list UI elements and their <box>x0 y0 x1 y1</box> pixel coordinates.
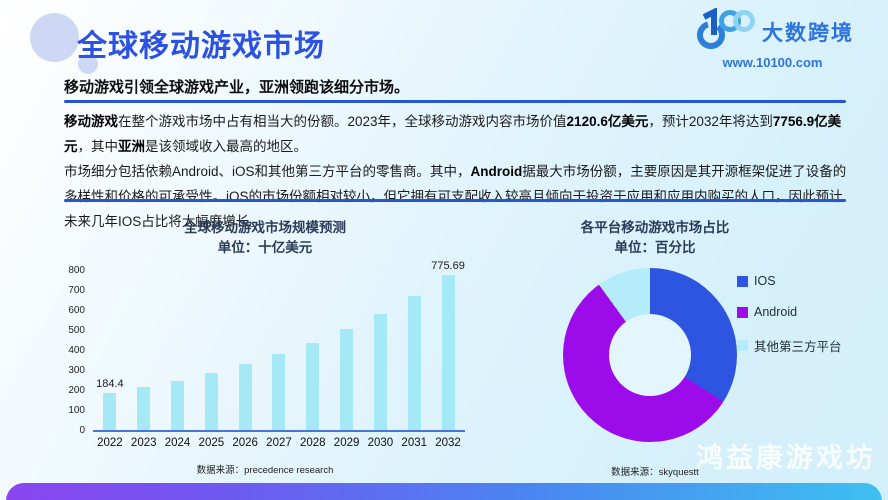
bar-slot <box>194 373 228 430</box>
legend-swatch-icon <box>737 340 748 351</box>
x-tick-label: 2027 <box>262 437 296 449</box>
y-tick-label: 600 <box>55 305 85 316</box>
bar-slot: 184.4 <box>93 378 127 430</box>
bar-chart-unit: 单位：十亿美元 <box>55 238 475 258</box>
intro-paragraph-1: 移动游戏在整个游戏市场中占有相当大的份额。2023年，全球移动游戏内容市场价值2… <box>64 109 848 159</box>
bar-chart: 全球移动游戏市场规模预测 单位：十亿美元 0100200300400500600… <box>55 218 475 476</box>
x-tick-label: 2030 <box>364 437 398 449</box>
bar-2023 <box>137 387 150 430</box>
legend-label: Android <box>754 305 797 319</box>
x-tick-label: 2032 <box>431 437 465 449</box>
y-tick-label: 100 <box>55 405 85 416</box>
bar-slot <box>161 381 195 430</box>
bar-2030 <box>374 314 387 430</box>
legend-item: IOS <box>737 274 842 288</box>
donut-chart-unit: 单位：百分比 <box>540 238 770 258</box>
intro-text: 移动游戏在整个游戏市场中占有相当大的份额。2023年，全球移动游戏内容市场价值2… <box>64 109 848 234</box>
x-tick-label: 2029 <box>330 437 364 449</box>
decorative-circle-large <box>30 13 79 62</box>
text-segment: 是该领域收入最高的地区。 <box>145 139 307 154</box>
donut-legend: IOS Android 其他第三方平台 <box>737 274 842 372</box>
legend-swatch-icon <box>737 307 748 318</box>
bar-slot <box>228 364 262 430</box>
bar-slot <box>397 296 431 430</box>
bar-2027 <box>272 354 285 430</box>
brand-name: 大数跨境 <box>762 17 854 47</box>
bar-2022 <box>103 393 116 430</box>
legend-item: Android <box>737 305 842 319</box>
highlighted-term: 2120.6亿美元 <box>567 114 649 129</box>
page-subtitle: 移动游戏引领全球游戏产业，亚洲领跑该细分市场。 <box>64 76 409 97</box>
bar-slot: 775.69 <box>431 260 465 430</box>
infographic-page: 全球移动游戏市场 大数跨境 www.10100.com 移动游戏引领全球游戏产业… <box>0 0 888 500</box>
y-tick-label: 800 <box>55 265 85 276</box>
text-segment: ，预计2032年将达到 <box>648 114 773 129</box>
x-tick-label: 2031 <box>397 437 431 449</box>
y-tick-label: 400 <box>55 345 85 356</box>
bar-value-label: 184.4 <box>96 378 124 390</box>
divider-top <box>64 100 846 103</box>
bar-slot <box>127 387 161 430</box>
highlighted-term: Android <box>471 164 523 179</box>
text-segment: ，其中 <box>78 139 119 154</box>
10100-logo-icon <box>691 8 755 55</box>
donut-ring <box>563 268 737 442</box>
bar-2032 <box>442 275 455 430</box>
bar-value-label: 775.69 <box>431 260 465 272</box>
legend-item: 其他第三方平台 <box>737 336 842 355</box>
bar-2028 <box>306 343 319 430</box>
brand-logo: 大数跨境 www.10100.com <box>691 8 854 70</box>
x-tick-label: 2025 <box>194 437 228 449</box>
donut-chart-title: 各平台移动游戏市场占比 <box>540 218 770 238</box>
y-tick-label: 0 <box>55 425 85 436</box>
bar-2031 <box>408 296 421 430</box>
page-title: 全球移动游戏市场 <box>77 21 325 65</box>
bar-2024 <box>171 381 184 430</box>
y-tick-label: 500 <box>55 325 85 336</box>
x-tick-label: 2028 <box>296 437 330 449</box>
brand-url: www.10100.com <box>691 55 854 70</box>
watermark-text: 鸿益康游戏坊 <box>696 436 876 475</box>
bar-series: 184.4775.69 <box>93 272 465 430</box>
y-tick-label: 200 <box>55 385 85 396</box>
bar-slot <box>364 314 398 430</box>
text-segment: 市场细分包括依赖Android、iOS和其他第三方平台的零售商。其中， <box>64 164 471 179</box>
bar-2026 <box>239 364 252 430</box>
x-tick-label: 2024 <box>161 437 195 449</box>
bar-chart-plot-area: 0100200300400500600700800 184.4775.69 <box>93 272 465 432</box>
bottom-gradient-band <box>6 483 882 500</box>
bar-2025 <box>205 373 218 430</box>
x-tick-label: 2026 <box>228 437 262 449</box>
highlighted-term: 移动游戏 <box>64 114 118 129</box>
highlighted-term: 亚洲 <box>118 139 145 154</box>
legend-swatch-icon <box>737 276 748 287</box>
divider-middle <box>64 199 846 202</box>
legend-label: IOS <box>754 274 776 288</box>
x-tick-label: 2022 <box>93 437 127 449</box>
bar-slot <box>262 354 296 430</box>
bar-chart-source: 数据来源：precedence research <box>55 462 475 476</box>
text-segment: 在整个游戏市场中占有相当大的份额。2023年，全球移动游戏内容市场价值 <box>118 114 567 129</box>
bar-slot <box>296 343 330 430</box>
bar-chart-title: 全球移动游戏市场规模预测 <box>55 218 475 238</box>
bar-slot <box>330 329 364 430</box>
bar-2029 <box>340 329 353 430</box>
x-axis: 2022202320242025202620272028202920302031… <box>93 437 465 449</box>
y-tick-label: 300 <box>55 365 85 376</box>
y-tick-label: 700 <box>55 285 85 296</box>
x-tick-label: 2023 <box>127 437 161 449</box>
legend-label: 其他第三方平台 <box>754 336 842 355</box>
